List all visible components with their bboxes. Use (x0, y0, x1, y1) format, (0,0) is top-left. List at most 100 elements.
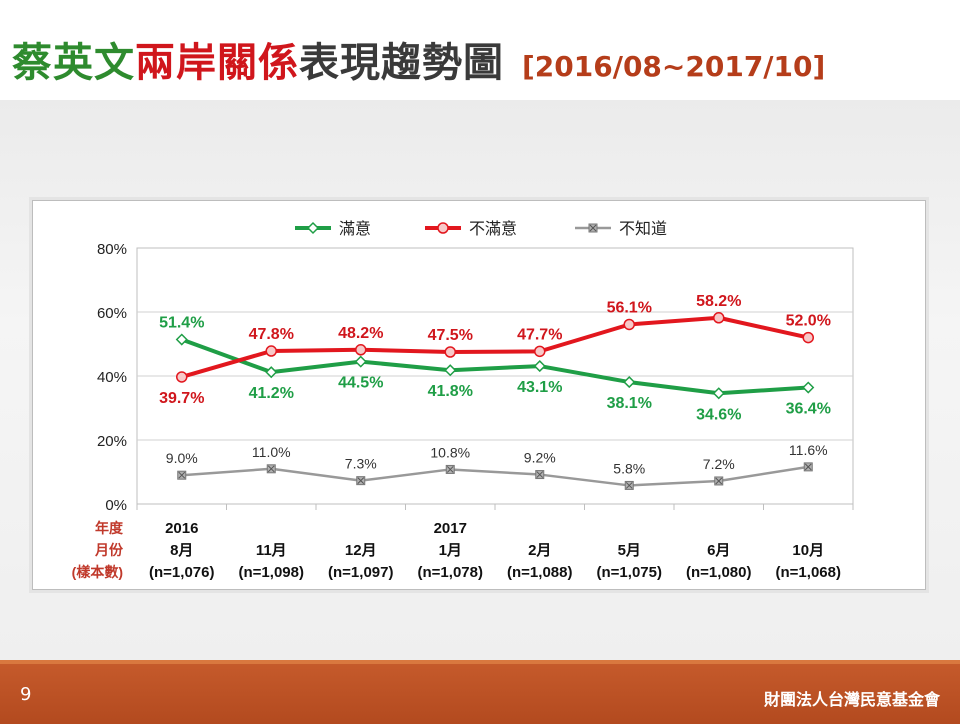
data-point (177, 470, 187, 480)
y-tick-label: 80% (97, 241, 127, 258)
x-sample-label: (n=1,068) (776, 564, 841, 581)
data-point (534, 345, 546, 358)
data-label: 11.6% (789, 442, 828, 458)
data-point (444, 364, 457, 377)
marker-x (536, 471, 544, 478)
x-sample-label: (n=1,097) (328, 564, 393, 581)
marker-x (446, 466, 454, 473)
x-row-label: 年度 (95, 520, 124, 536)
data-label: 47.7% (517, 326, 562, 343)
data-label: 38.1% (607, 395, 652, 412)
data-label: 7.2% (703, 456, 735, 472)
x-sample-label: (n=1,078) (418, 564, 483, 581)
title-part-topic: 兩岸關係 (135, 40, 299, 86)
x-month-label: 12月 (345, 542, 377, 559)
x-year-label: 2017 (434, 520, 467, 537)
data-label: 39.7% (159, 390, 204, 407)
data-point (802, 381, 815, 394)
legend-label: 滿意 (339, 219, 371, 238)
data-label: 43.1% (517, 379, 562, 396)
series-line-1 (181, 315, 809, 379)
marker-x (589, 224, 597, 232)
data-point (444, 346, 456, 358)
legend-marker (588, 223, 598, 233)
x-month-label: 11月 (256, 542, 287, 559)
data-point (803, 462, 813, 472)
x-year-label: 2016 (165, 520, 198, 537)
data-point (266, 464, 276, 474)
data-label: 51.4% (159, 315, 204, 332)
slide-title: 蔡英文兩岸關係表現趨勢圖 [2016/08~2017/10] (12, 30, 825, 88)
data-point (623, 376, 636, 389)
slide-footer: 9 財團法人台灣民意基金會 (0, 660, 960, 724)
legend-marker (306, 221, 320, 235)
data-point (712, 387, 725, 400)
data-label: 52.0% (786, 313, 831, 330)
x-month-label: 5月 (618, 542, 641, 559)
data-label: 48.2% (338, 325, 383, 342)
data-point (175, 333, 188, 346)
x-sample-label: (n=1,076) (149, 564, 214, 581)
x-sample-label: (n=1,080) (686, 564, 751, 581)
y-tick-label: 0% (105, 497, 127, 514)
data-label: 11.0% (252, 444, 291, 460)
data-point (356, 476, 366, 486)
data-point (176, 371, 188, 383)
data-label: 41.2% (249, 385, 294, 402)
x-row-label: 月份 (94, 542, 124, 558)
legend-label: 不知道 (619, 219, 667, 238)
x-month-label: 6月 (707, 542, 730, 559)
organization-name: 財團法人台灣民意基金會 (763, 690, 940, 709)
data-point (445, 464, 455, 474)
title-date-range: [2016/08~2017/10] (522, 50, 826, 83)
title-part-name: 蔡英文 (12, 40, 135, 86)
data-point (713, 312, 725, 324)
data-label: 7.3% (345, 456, 377, 472)
data-point (355, 344, 367, 356)
data-label: 10.8% (430, 444, 470, 460)
marker-x (357, 477, 365, 484)
x-sample-label: (n=1,075) (597, 564, 662, 581)
marker-x (715, 477, 723, 485)
x-sample-label: (n=1,088) (507, 564, 572, 581)
marker-x (267, 465, 275, 473)
y-tick-label: 40% (97, 369, 127, 386)
data-label: 9.0% (166, 450, 198, 466)
marker-x (804, 463, 812, 471)
slide-header: 蔡英文兩岸關係表現趨勢圖 [2016/08~2017/10] (0, 0, 960, 100)
data-label: 47.8% (249, 326, 294, 343)
data-point (535, 470, 545, 480)
y-tick-label: 60% (97, 305, 127, 322)
legend-item: 滿意 (295, 219, 371, 238)
data-label: 56.1% (607, 299, 652, 316)
marker-x (625, 482, 633, 489)
data-point (265, 366, 278, 379)
data-label: 58.2% (696, 293, 741, 310)
data-point (623, 318, 635, 331)
data-point (624, 480, 634, 490)
data-point (265, 345, 277, 357)
data-label: 34.6% (696, 406, 741, 423)
chart-panel: 0% 20% 40% 60% 80% 年度月份 (樣本數) 2016 8月 (n=1,076) 11… (32, 200, 926, 590)
data-label: 44.5% (338, 375, 383, 392)
data-label: 9.2% (524, 450, 556, 466)
x-month-label: 10月 (792, 542, 824, 559)
data-point (533, 360, 546, 373)
x-row-label: (樣本數) (72, 564, 123, 580)
x-sample-label: (n=1,098) (239, 564, 304, 581)
data-label: 36.4% (786, 401, 831, 418)
series-line-2 (181, 465, 809, 487)
y-tick-label: 20% (97, 433, 127, 450)
marker-x (178, 471, 186, 479)
legend-marker (437, 222, 449, 234)
data-label: 47.5% (428, 327, 473, 344)
x-month-label: 2月 (528, 542, 551, 559)
data-point (802, 331, 814, 344)
legend-label: 不滿意 (469, 219, 517, 238)
x-month-label: 8月 (170, 542, 193, 559)
series-line-0 (181, 337, 809, 396)
x-month-label: 1月 (439, 542, 462, 559)
data-point (714, 476, 724, 486)
data-label: 5.8% (613, 460, 645, 476)
